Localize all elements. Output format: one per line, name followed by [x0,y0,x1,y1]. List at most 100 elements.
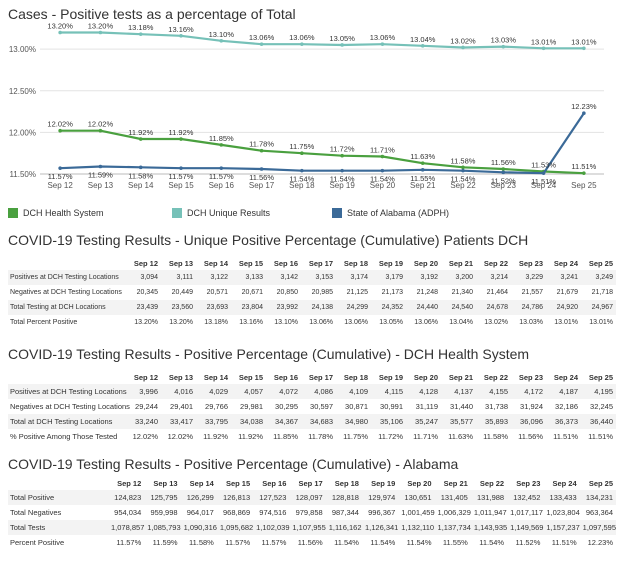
data-label: 13.05% [329,34,355,43]
legend-label: State of Alabama (ADPH) [347,208,450,218]
table-row: Percent Positive 11.57% 11.59% 11.58% 11.57%… [8,535,616,550]
column-header: Sep 23 [518,372,543,382]
table-cell: 1,090,316 [180,520,217,535]
table-cell: 33,240 [126,414,161,429]
table-cell: 35,106 [371,414,406,429]
table-cell: 11.57% [261,538,287,547]
table-cell: 13.06% [309,319,333,326]
data-label: 13.06% [370,33,396,42]
data-label: 13.01% [531,37,557,46]
data-label: 11.71% [370,146,395,155]
table-cell: 31,924 [520,402,543,411]
data-point [58,128,62,133]
table-cell: 11.54% [370,538,396,547]
x-tick-label: Sep 20 [370,181,396,190]
data-label: 13.06% [249,33,275,42]
series-line-1 [60,129,584,175]
table-cell: 11.56% [518,432,543,441]
table-cell: 11.58% [188,538,214,547]
table-cell: 24,786 [511,300,546,315]
table-cell: 128,818 [325,490,362,505]
row-label: Negatives at DCH Testing Locations [10,289,122,296]
table-cell: 11.51% [551,538,577,547]
table-cell: 30,295 [275,402,298,411]
data-point [420,44,425,48]
data-label: 11.78% [249,140,274,149]
data-label: 11.57% [209,172,234,181]
column-header: Sep 13 [168,372,193,382]
table-cell: 963,364 [585,508,613,517]
table-cell: 20,985 [311,289,333,296]
table-cell: 32,245 [590,402,613,411]
table-cell: 3,214 [476,270,511,285]
table-cell: 11.55% [442,538,468,547]
data-label: 13.18% [128,23,154,32]
table-cell: 133,433 [543,490,580,505]
table-cell: 1,006,329 [437,508,471,517]
data-point [340,153,344,158]
data-point [300,42,304,46]
column-header: Sep 15 [238,372,263,382]
table-cell: 974,516 [259,508,287,517]
row-label: Total Positive [8,490,108,505]
data-label: 11.54% [370,175,395,184]
table-cell: 4,016 [161,384,196,399]
legend-swatch-blue [332,208,342,218]
data-point [138,32,143,36]
table-cell: 13.04% [449,319,473,326]
table-row: Positives at DCH Testing Locations 3,996 4… [8,384,616,399]
data-point [179,137,183,141]
table-cell: 11.72% [378,432,403,441]
data-point [259,42,264,46]
column-header: Sep 20 [407,478,432,488]
row-label: Positives at DCH Testing Locations [8,270,126,285]
table-cell: 4,109 [336,384,371,399]
table-cell: 11.63% [448,432,473,441]
column-header: Sep 19 [371,478,396,488]
legend-item-state-of-alabama[interactable]: State of Alabama (ADPH) [332,208,449,218]
table-cell: 1,011,947 [473,508,507,517]
table-cell: 3,174 [336,270,371,285]
data-point [380,42,385,46]
table-cell: 23,560 [161,300,196,315]
data-label: 11.59% [88,171,113,180]
x-tick-label: Sep 23 [491,181,517,190]
table-cell: 3,094 [126,270,161,285]
y-tick-label: 12.00% [9,128,36,137]
data-point [58,166,62,170]
table-cell: 1,116,162 [325,520,362,535]
table-cell: 24,967 [581,300,616,315]
row-label: Negatives at DCH Testing Locations [10,402,130,411]
table-cell: 20,571 [206,289,228,296]
table-cell: 11.92% [238,432,263,441]
table-cell: 1,095,682 [216,520,253,535]
line-chart: 11.50% 12.00% 12.50% 13.00% Sep 12 Sep 13 Sep … [9,21,604,190]
table-row: Total Tests 1,078,857 1,085,793 1,090,316 1,… [8,520,616,535]
table-cell: 29,244 [135,402,158,411]
data-label: 13.16% [168,25,194,34]
table-cell: 4,195 [581,384,616,399]
legend-item-dch-unique-results[interactable]: DCH Unique Results [172,208,270,218]
data-point [259,167,264,171]
table-cell: 24,440 [406,300,441,315]
table-cell: 23,439 [126,300,161,315]
data-point [461,165,465,170]
table-row: % Positive Among Those Tested 12.02% 12.02… [8,429,616,444]
data-label: 11.57% [169,172,194,181]
table-cell: 128,097 [289,490,326,505]
table-cell: 29,766 [205,402,228,411]
data-label: 13.02% [450,36,476,45]
data-point [340,43,344,47]
column-header: Sep 14 [189,478,214,488]
table-cell: 11.51% [588,432,613,441]
column-header: Sep 25 [588,258,613,268]
column-header: Sep 19 [378,372,403,382]
table-cell: 13.06% [344,319,368,326]
data-point [501,44,506,49]
data-point [98,164,103,169]
column-header: Sep 17 [308,258,333,268]
legend-item-dch-health-system[interactable]: DCH Health System [8,208,104,218]
table-cell: 11.54% [406,538,432,547]
y-tick-label: 13.00% [9,45,36,54]
table-cell: 4,172 [511,384,546,399]
